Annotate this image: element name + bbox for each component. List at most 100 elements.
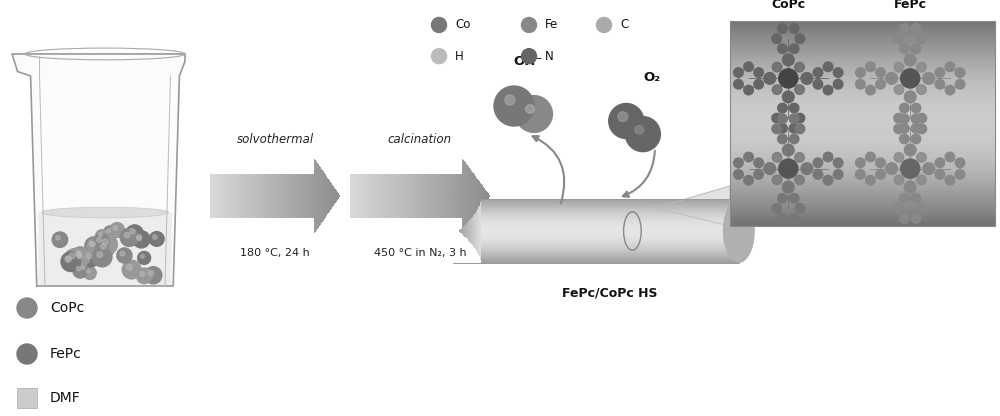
Circle shape: [141, 254, 144, 258]
Circle shape: [813, 79, 823, 89]
Circle shape: [52, 232, 68, 248]
Polygon shape: [38, 213, 172, 285]
Circle shape: [782, 91, 794, 103]
Circle shape: [894, 34, 903, 43]
Circle shape: [917, 85, 926, 94]
Circle shape: [900, 124, 909, 133]
Circle shape: [935, 79, 945, 89]
Circle shape: [904, 91, 916, 103]
Circle shape: [69, 253, 75, 259]
Text: CoPc: CoPc: [771, 0, 805, 11]
Circle shape: [945, 62, 955, 72]
Circle shape: [823, 176, 833, 185]
Text: CoPc: CoPc: [50, 301, 84, 315]
Circle shape: [935, 68, 945, 77]
Circle shape: [98, 235, 117, 254]
Circle shape: [917, 203, 927, 213]
Circle shape: [136, 268, 152, 284]
Circle shape: [744, 176, 753, 185]
Circle shape: [772, 85, 782, 94]
Circle shape: [955, 79, 965, 89]
Circle shape: [917, 124, 927, 134]
Circle shape: [894, 114, 903, 123]
Circle shape: [778, 124, 787, 133]
Circle shape: [744, 152, 753, 162]
Circle shape: [900, 24, 909, 33]
Circle shape: [754, 158, 763, 168]
Circle shape: [795, 175, 804, 185]
Circle shape: [149, 232, 164, 246]
Circle shape: [955, 68, 965, 77]
Circle shape: [801, 72, 813, 84]
Circle shape: [117, 248, 132, 263]
Circle shape: [754, 79, 763, 89]
Circle shape: [772, 34, 781, 43]
Circle shape: [87, 238, 103, 254]
Circle shape: [779, 69, 798, 88]
Text: 450 °C in N₂, 3 h: 450 °C in N₂, 3 h: [374, 248, 466, 258]
Circle shape: [901, 69, 920, 88]
Circle shape: [17, 344, 37, 364]
Circle shape: [917, 175, 926, 185]
Circle shape: [74, 251, 89, 266]
Circle shape: [65, 256, 70, 261]
Circle shape: [92, 247, 112, 267]
Circle shape: [833, 79, 843, 89]
Circle shape: [734, 170, 743, 179]
Circle shape: [772, 175, 782, 185]
Circle shape: [98, 233, 102, 237]
Circle shape: [778, 134, 787, 144]
Circle shape: [789, 214, 799, 223]
Text: C: C: [620, 18, 628, 32]
Circle shape: [795, 124, 805, 134]
Circle shape: [505, 95, 515, 105]
Circle shape: [85, 237, 102, 255]
Text: calcination: calcination: [388, 133, 452, 146]
Text: DMF: DMF: [50, 391, 81, 405]
Circle shape: [894, 203, 903, 213]
Circle shape: [110, 223, 124, 238]
Circle shape: [923, 163, 935, 174]
Circle shape: [782, 144, 794, 156]
Circle shape: [795, 153, 804, 162]
Circle shape: [955, 170, 965, 179]
Circle shape: [833, 170, 843, 179]
Circle shape: [911, 124, 921, 133]
Circle shape: [127, 264, 132, 270]
Circle shape: [823, 62, 833, 72]
Circle shape: [133, 231, 150, 248]
Circle shape: [494, 86, 534, 126]
Circle shape: [789, 114, 799, 124]
Circle shape: [917, 34, 927, 43]
Circle shape: [107, 229, 110, 233]
Circle shape: [522, 49, 536, 64]
Circle shape: [917, 62, 926, 72]
Circle shape: [137, 236, 141, 241]
Circle shape: [866, 62, 875, 72]
Circle shape: [754, 170, 763, 179]
Circle shape: [917, 114, 927, 123]
Circle shape: [76, 266, 81, 271]
Circle shape: [96, 230, 109, 243]
Circle shape: [120, 228, 138, 246]
Text: solvothermal: solvothermal: [236, 133, 314, 146]
Bar: [730, 21, 995, 226]
Circle shape: [823, 152, 833, 162]
Circle shape: [102, 239, 108, 245]
Circle shape: [124, 233, 130, 238]
Circle shape: [886, 72, 897, 84]
Circle shape: [795, 203, 805, 213]
Circle shape: [856, 68, 865, 77]
Circle shape: [76, 252, 82, 258]
Circle shape: [97, 240, 114, 257]
Circle shape: [900, 44, 909, 54]
Circle shape: [900, 134, 909, 144]
Circle shape: [935, 170, 945, 179]
Circle shape: [101, 244, 106, 249]
Circle shape: [876, 79, 885, 89]
Circle shape: [894, 153, 904, 162]
Text: 180 °C, 24 h: 180 °C, 24 h: [240, 248, 310, 258]
Circle shape: [782, 54, 794, 66]
FancyBboxPatch shape: [17, 388, 37, 408]
Circle shape: [911, 103, 921, 113]
